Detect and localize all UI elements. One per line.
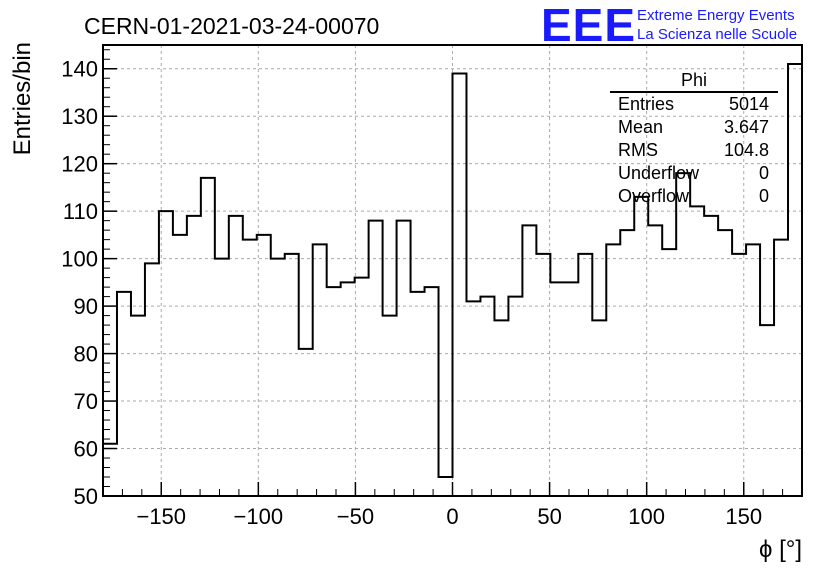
histogram-bin — [774, 240, 788, 496]
histogram-bin — [522, 225, 536, 496]
stats-value: 5014 — [729, 94, 769, 114]
histogram-bin — [131, 316, 145, 496]
histogram-bin — [299, 349, 313, 496]
stats-value: 104.8 — [724, 140, 769, 160]
y-tick-label: 90 — [74, 294, 98, 319]
y-tick-label: 140 — [61, 57, 98, 82]
x-tick-label: 0 — [446, 504, 458, 529]
histogram-bin — [229, 216, 243, 496]
histogram-bin — [788, 64, 802, 496]
y-tick-label: 130 — [61, 104, 98, 129]
histogram-bin — [341, 282, 355, 496]
histogram-bin — [676, 173, 690, 496]
y-tick-label: 70 — [74, 389, 98, 414]
histogram-bin — [201, 178, 215, 496]
histogram-outline — [102, 62, 803, 496]
histogram-bin — [648, 225, 662, 496]
histogram-bin — [494, 320, 508, 496]
histogram-bin — [215, 259, 229, 496]
eee-logo-line1: Extreme Energy Events — [637, 7, 795, 24]
stats-box: Phi Entries 5014 Mean 3.647 RMS 104.8 Underflo… — [610, 70, 778, 206]
histogram-bin — [662, 249, 676, 496]
histogram-bin — [369, 221, 383, 496]
histogram-bin — [243, 240, 257, 496]
histogram-bin — [634, 197, 648, 496]
histogram-bin — [704, 216, 718, 496]
histogram-bin — [327, 287, 341, 496]
histogram-bin — [508, 297, 522, 496]
histogram-bin — [257, 235, 271, 496]
histogram-bin — [355, 278, 369, 496]
stats-value: 3.647 — [724, 117, 769, 137]
histogram-bin — [578, 254, 592, 496]
histogram-bin — [480, 297, 494, 496]
stats-value: 0 — [759, 186, 769, 206]
histogram-bin — [145, 263, 159, 496]
histogram-series — [102, 62, 803, 496]
chart-title: CERN-01-2021-03-24-00070 — [84, 13, 379, 39]
histogram-bin — [439, 477, 453, 496]
histogram-bin — [746, 244, 760, 496]
histogram-bin — [425, 287, 439, 496]
stats-value: 0 — [759, 163, 769, 183]
x-tick-label: −100 — [234, 504, 284, 529]
x-axis-label: ϕ [°] — [759, 536, 802, 563]
x-tick-label: −50 — [337, 504, 374, 529]
eee-logo-line2: La Scienza nelle Scuole — [637, 26, 797, 43]
histogram-bin — [592, 320, 606, 496]
y-tick-label: 120 — [61, 152, 98, 177]
histogram-bin — [690, 206, 704, 496]
histogram-bin — [159, 211, 173, 496]
y-tick-label: 60 — [74, 437, 98, 462]
histogram-bin — [285, 254, 299, 496]
y-axis-label: Entries/bin — [9, 42, 36, 155]
histogram-bin — [383, 316, 397, 496]
histogram-bin — [117, 292, 131, 496]
x-tick-label: 100 — [628, 504, 665, 529]
stats-label: RMS — [618, 140, 658, 160]
x-tick-label: 150 — [725, 504, 762, 529]
histogram-bin — [397, 221, 411, 496]
stats-box-title: Phi — [681, 70, 707, 90]
y-tick-label: 80 — [74, 342, 98, 367]
x-tick-label: 50 — [537, 504, 561, 529]
histogram-bin — [760, 325, 774, 496]
histogram-bin — [536, 254, 550, 496]
histogram-bin — [271, 259, 285, 496]
histogram-bin — [718, 230, 732, 496]
histogram-bin — [606, 244, 620, 496]
stats-label: Underflow — [618, 163, 700, 183]
y-tick-label: 100 — [61, 247, 98, 272]
histogram-bin — [187, 216, 201, 496]
stats-label: Overflow — [618, 186, 690, 206]
histogram-bin — [564, 282, 578, 496]
y-tick-label: 50 — [74, 484, 98, 509]
stats-label: Mean — [618, 117, 663, 137]
x-tick-label: −150 — [136, 504, 186, 529]
histogram-bin — [732, 254, 746, 496]
eee-logo: EEE — [541, 0, 636, 51]
histogram-bin — [620, 230, 634, 496]
histogram-bin — [466, 301, 480, 496]
stats-label: Entries — [618, 94, 674, 114]
histogram-bin — [411, 292, 425, 496]
stats-box-rows: Entries 5014 Mean 3.647 RMS 104.8 Underflow 0 Ov… — [618, 94, 769, 206]
y-tick-label: 110 — [63, 199, 98, 224]
histogram-bin — [103, 444, 117, 496]
axis-ticks: −150 −100 −50 0 50 100 150 50 60 70 80 90 100 110 120 1… — [61, 49, 803, 529]
histogram-bin — [550, 282, 564, 496]
histogram-bin — [313, 244, 327, 496]
histogram-bin — [453, 73, 467, 496]
histogram-bin — [173, 235, 187, 496]
